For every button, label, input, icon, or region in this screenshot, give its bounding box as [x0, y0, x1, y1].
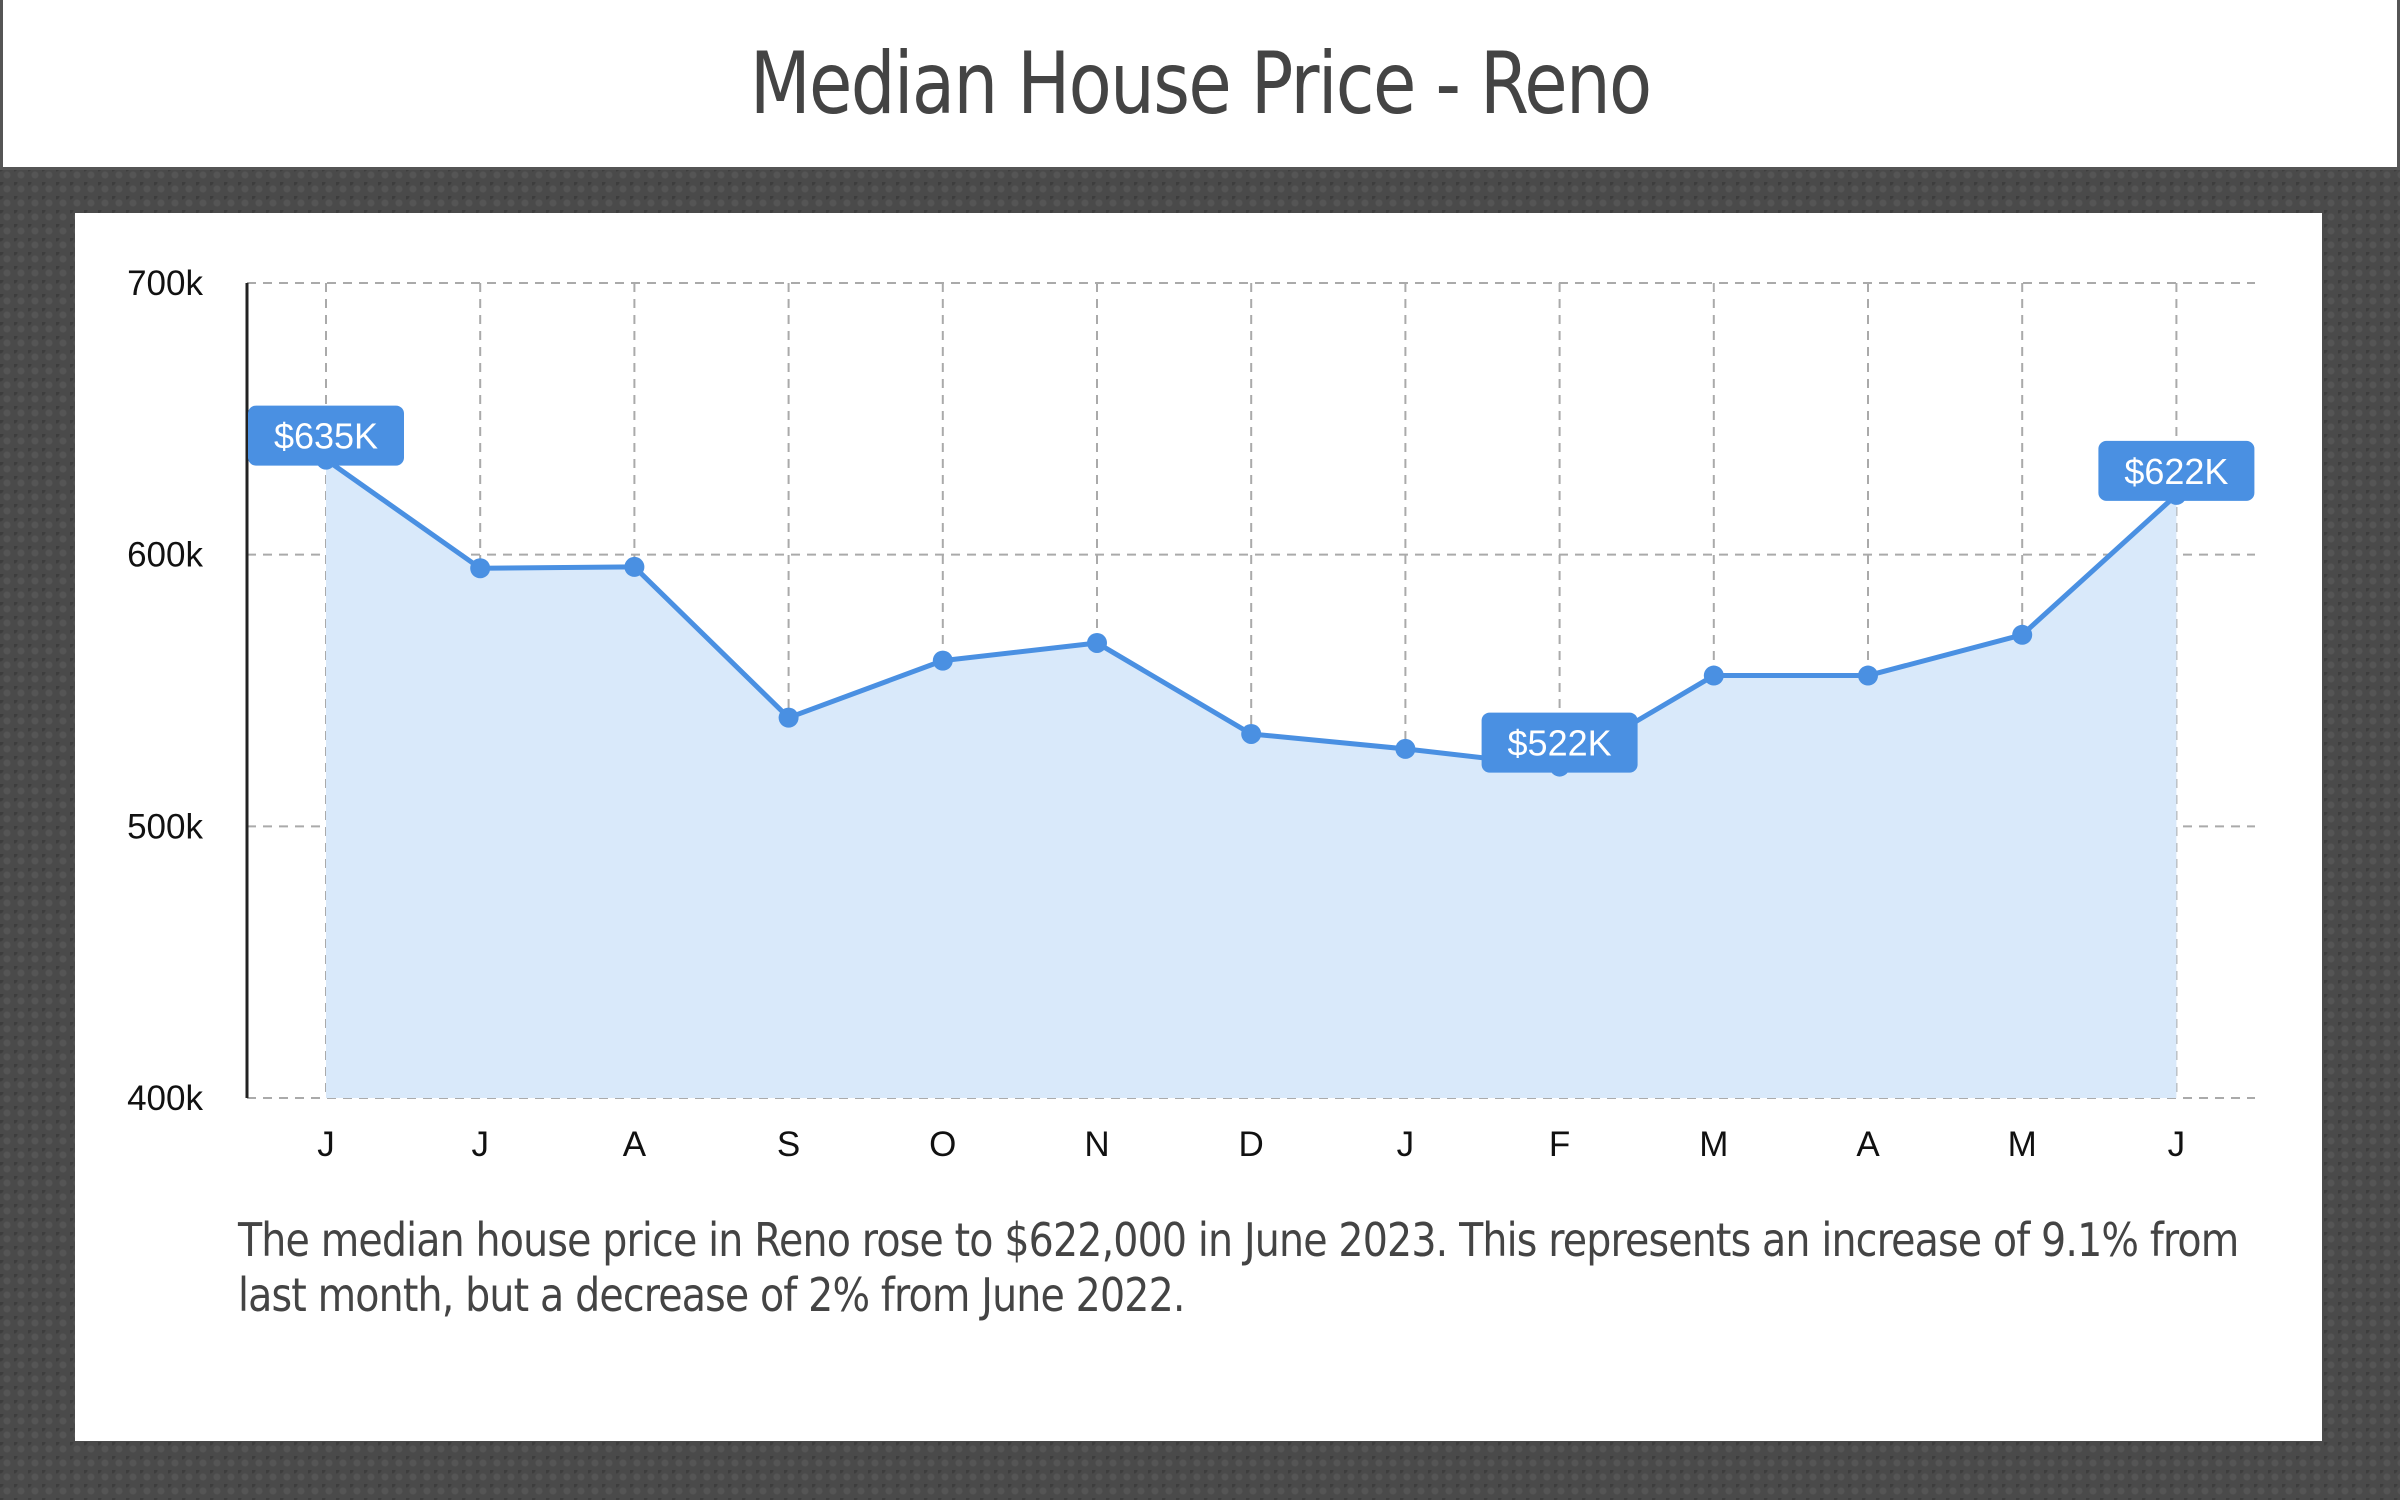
x-tick-label: A — [1856, 1125, 1880, 1164]
callout-box — [1481, 712, 1638, 773]
x-tick-label: D — [1239, 1125, 1264, 1164]
callout-label: $635K — [274, 416, 378, 457]
data-point — [624, 556, 645, 577]
data-point — [1241, 723, 1262, 744]
y-tick-labels: 400k 500k 600k 700k — [127, 264, 203, 1118]
value-callout: $622K — [2098, 440, 2255, 501]
data-point — [1087, 632, 1107, 653]
x-tick-label: S — [777, 1125, 800, 1164]
callout-box — [2098, 440, 2255, 501]
value-callout: $522K — [1481, 712, 1638, 773]
x-tick-label: A — [623, 1125, 647, 1164]
y-tick-label: 500k — [127, 807, 203, 846]
y-tick-label: 600k — [127, 536, 203, 575]
x-tick-label: J — [1397, 1125, 1415, 1164]
x-tick-label: O — [929, 1125, 956, 1164]
y-tick-label: 400k — [127, 1079, 203, 1118]
data-point — [2012, 624, 2033, 645]
callout-label: $522K — [1508, 723, 1612, 764]
value-callout: $635K — [248, 405, 404, 466]
value-callouts: $635K $522K $622K — [248, 405, 2255, 773]
x-tick-label: M — [2008, 1125, 2037, 1164]
line-chart: 400k 500k 600k 700k J J A S O N D J F M A M J $635K $522… — [127, 264, 2255, 1164]
x-tick-label: J — [471, 1125, 489, 1164]
x-tick-label: N — [1084, 1125, 1109, 1164]
x-tick-label: M — [1699, 1125, 1728, 1164]
data-point — [1703, 665, 1724, 686]
data-point — [1858, 665, 1878, 686]
x-tick-label: J — [2168, 1125, 2186, 1164]
x-tick-label: J — [317, 1125, 335, 1164]
data-point — [1395, 738, 1416, 759]
chart-card: 400k 500k 600k 700k J J A S O N D J F M A M J $635K $522… — [75, 213, 2322, 1441]
x-tick-label: F — [1549, 1125, 1570, 1164]
data-point — [470, 558, 491, 579]
data-point — [932, 650, 953, 671]
y-tick-label: 700k — [127, 264, 203, 303]
data-point — [778, 707, 799, 728]
callout-label: $622K — [2124, 451, 2228, 492]
area-fill — [326, 459, 2177, 1098]
title-bar: Median House Price - Reno — [0, 0, 2400, 170]
summary-caption: The median house price in Reno rose to $… — [238, 1213, 2239, 1322]
callout-box — [248, 405, 404, 466]
chart-title: Median House Price - Reno — [749, 33, 1652, 134]
